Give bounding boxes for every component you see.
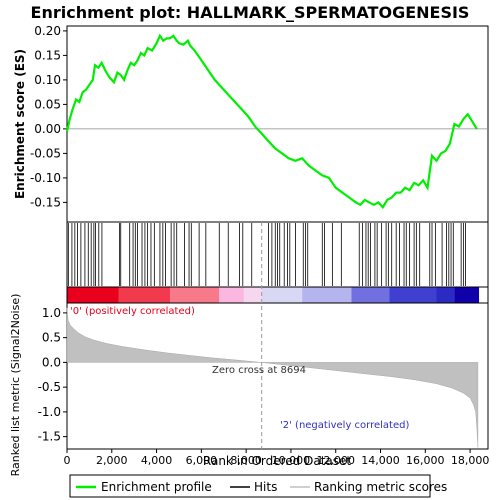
es-ytick-label: 0.15 [34,48,61,62]
enrichment-profile-line [65,33,478,210]
metric-ytick-label: 0.0 [42,355,61,369]
es-ytick-label: -0.05 [30,146,61,160]
es-panel-frame [66,25,489,223]
heatmap-segment [436,287,455,303]
heatmap-segment [454,287,480,303]
es-ytick-label: 0.10 [34,73,61,87]
heatmap-segment [389,287,437,303]
es-panel: 0.20 0.15 0.10 0.05 0.00 -0.05 -0.10 -0.15 Enri… [13,24,489,223]
legend: Enrichment profile Hits Ranking metric s… [69,474,447,498]
es-ylabel: Enrichment score (ES) [13,49,27,199]
zero-cross-label: Zero cross at 8694 [212,365,306,376]
hit-markers [67,223,467,286]
x-tick-label: 6,000 [186,454,218,467]
x-axis-label: Rank in Ordered Dataset [203,454,351,468]
x-tick-label: 16,000 [406,454,445,467]
legend-label-ranking-metric: Ranking metric scores [314,480,447,494]
ranking-metric-area [66,307,479,448]
heatmap-segment [243,287,262,303]
positive-correlation-label: '0' (positively correlated) [70,306,195,317]
metric-ytick-label: -1.0 [38,405,61,419]
metric-ytick-label: -0.5 [38,380,61,394]
metric-ytick-label: -1.5 [38,430,61,444]
heatmap-segment [261,287,303,303]
metric-ylabel: Ranked list metric (Signal2Noise) [9,294,22,477]
metric-panel: 1.0 0.5 0.0 -0.5 -1.0 -1.5 Zero cross at 8694… [9,222,489,477]
es-ytick-label: -0.10 [30,171,61,185]
legend-box [69,474,431,498]
x-tick-label: 2,000 [96,454,128,467]
legend-label-enrichment-profile: Enrichment profile [101,480,212,494]
x-tick-label: 4,000 [141,454,173,467]
heatmap-segment [302,287,352,303]
x-tick-label: 12,000 [316,454,355,467]
hits-panel [66,221,489,288]
x-axis: 0 2,000 4,000 6,000 8,000 10,000 12,000 14,000 1… [64,449,490,467]
negative-correlation-label: '2' (negatively correlated) [280,420,409,431]
es-ytick-label: 0.05 [34,97,61,111]
heatmap-segment [118,287,171,303]
metric-ytick-label: 0.5 [42,331,61,345]
es-y-axis: 0.20 0.15 0.10 0.05 0.00 -0.05 -0.10 -0.15 [30,24,67,209]
x-tick-label: 18,000 [451,454,490,467]
heatmap-segment [67,287,119,303]
heatmap-segment [351,287,390,303]
x-tick-label: 0 [64,454,71,467]
x-tick-label: 8,000 [230,454,262,467]
metric-ytick-label: 1.0 [42,306,61,320]
metric-y-axis: 1.0 0.5 0.0 -0.5 -1.0 -1.5 [38,306,67,444]
es-ytick-label: 0.00 [34,122,61,136]
heatmap-segment [219,287,244,303]
x-tick-label: 14,000 [361,454,400,467]
x-tick-label: 10,000 [272,454,311,467]
chart-title: Enrichment plot: HALLMARK_SPERMATOGENESI… [31,3,470,22]
heatmap-segment [170,287,220,303]
es-ytick-label: -0.15 [30,195,61,209]
es-ytick-label: 0.20 [34,24,61,38]
rank-heatmap-bar [66,286,489,304]
legend-label-hits: Hits [254,480,277,494]
